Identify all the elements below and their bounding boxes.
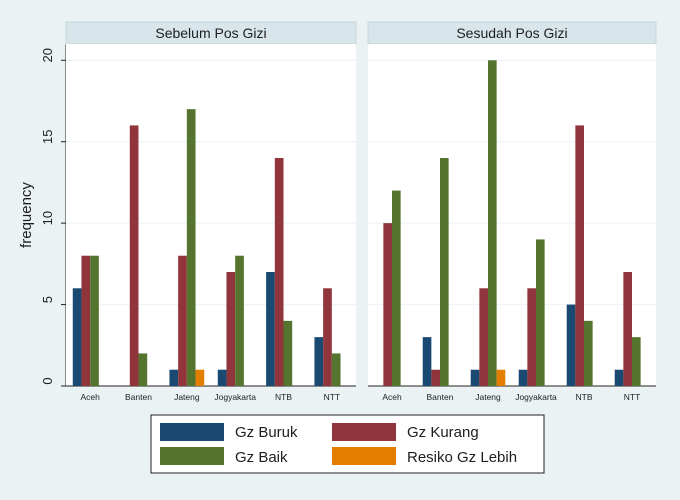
bar (470, 369, 480, 386)
bar (186, 109, 196, 387)
legend-swatch (160, 423, 224, 441)
legend-label: Gz Kurang (407, 424, 479, 441)
legend-swatch (332, 447, 396, 465)
bar (623, 272, 632, 386)
bar (518, 369, 528, 386)
bar (178, 255, 187, 386)
bar (138, 353, 148, 386)
y-tick-label: 10 (40, 211, 55, 225)
bar (226, 272, 236, 386)
bar (274, 158, 284, 386)
bar (440, 158, 449, 386)
bar (314, 337, 324, 386)
bar (235, 255, 244, 386)
legend-swatch (160, 447, 224, 465)
legend-swatch (332, 423, 396, 441)
plot-area (66, 44, 356, 386)
x-tick-label: Aceh (382, 392, 402, 402)
legend-label: Gz Baik (235, 449, 288, 466)
bar (575, 125, 584, 386)
x-tick-label: Banten (125, 392, 152, 402)
bar (323, 288, 332, 386)
bar (614, 369, 624, 386)
x-tick-label: NTT (324, 392, 341, 402)
y-tick-label: 0 (40, 377, 55, 384)
bar (383, 223, 392, 386)
bar (632, 337, 641, 386)
legend-label: Gz Buruk (235, 424, 298, 441)
bar (217, 369, 227, 386)
bar (479, 288, 488, 386)
bar (169, 369, 179, 386)
bar (392, 190, 401, 386)
y-tick-label: 5 (40, 296, 55, 303)
x-tick-label: Jogyakarta (214, 392, 256, 402)
bar (536, 239, 545, 386)
bar (129, 125, 139, 386)
panel-title: Sebelum Pos Gizi (155, 25, 266, 41)
bar (331, 353, 341, 386)
x-tick-label: Aceh (80, 392, 100, 402)
x-tick-label: NTB (576, 392, 593, 402)
bar (431, 369, 440, 386)
x-tick-label: NTB (275, 392, 292, 402)
bar (72, 288, 82, 386)
bar (584, 320, 593, 386)
x-tick-label: Jogyakarta (515, 392, 557, 402)
y-tick-label: 20 (40, 48, 55, 62)
x-tick-label: Jateng (174, 392, 200, 402)
bar (195, 369, 205, 386)
y-tick-label: 15 (40, 129, 55, 143)
bar (488, 60, 497, 387)
x-tick-label: NTT (624, 392, 641, 402)
y-axis-label: frequency (18, 182, 35, 248)
bar (81, 255, 91, 386)
bar (496, 369, 506, 386)
bar (422, 337, 432, 386)
bar (527, 288, 536, 386)
bar (90, 255, 99, 386)
plot-area (368, 44, 656, 386)
bar (566, 304, 576, 386)
legend-label: Resiko Gz Lebih (407, 449, 517, 466)
x-tick-label: Banten (427, 392, 454, 402)
x-tick-label: Jateng (475, 392, 501, 402)
panel-title: Sesudah Pos Gizi (456, 25, 567, 41)
bar (266, 272, 275, 386)
bar (283, 320, 293, 386)
